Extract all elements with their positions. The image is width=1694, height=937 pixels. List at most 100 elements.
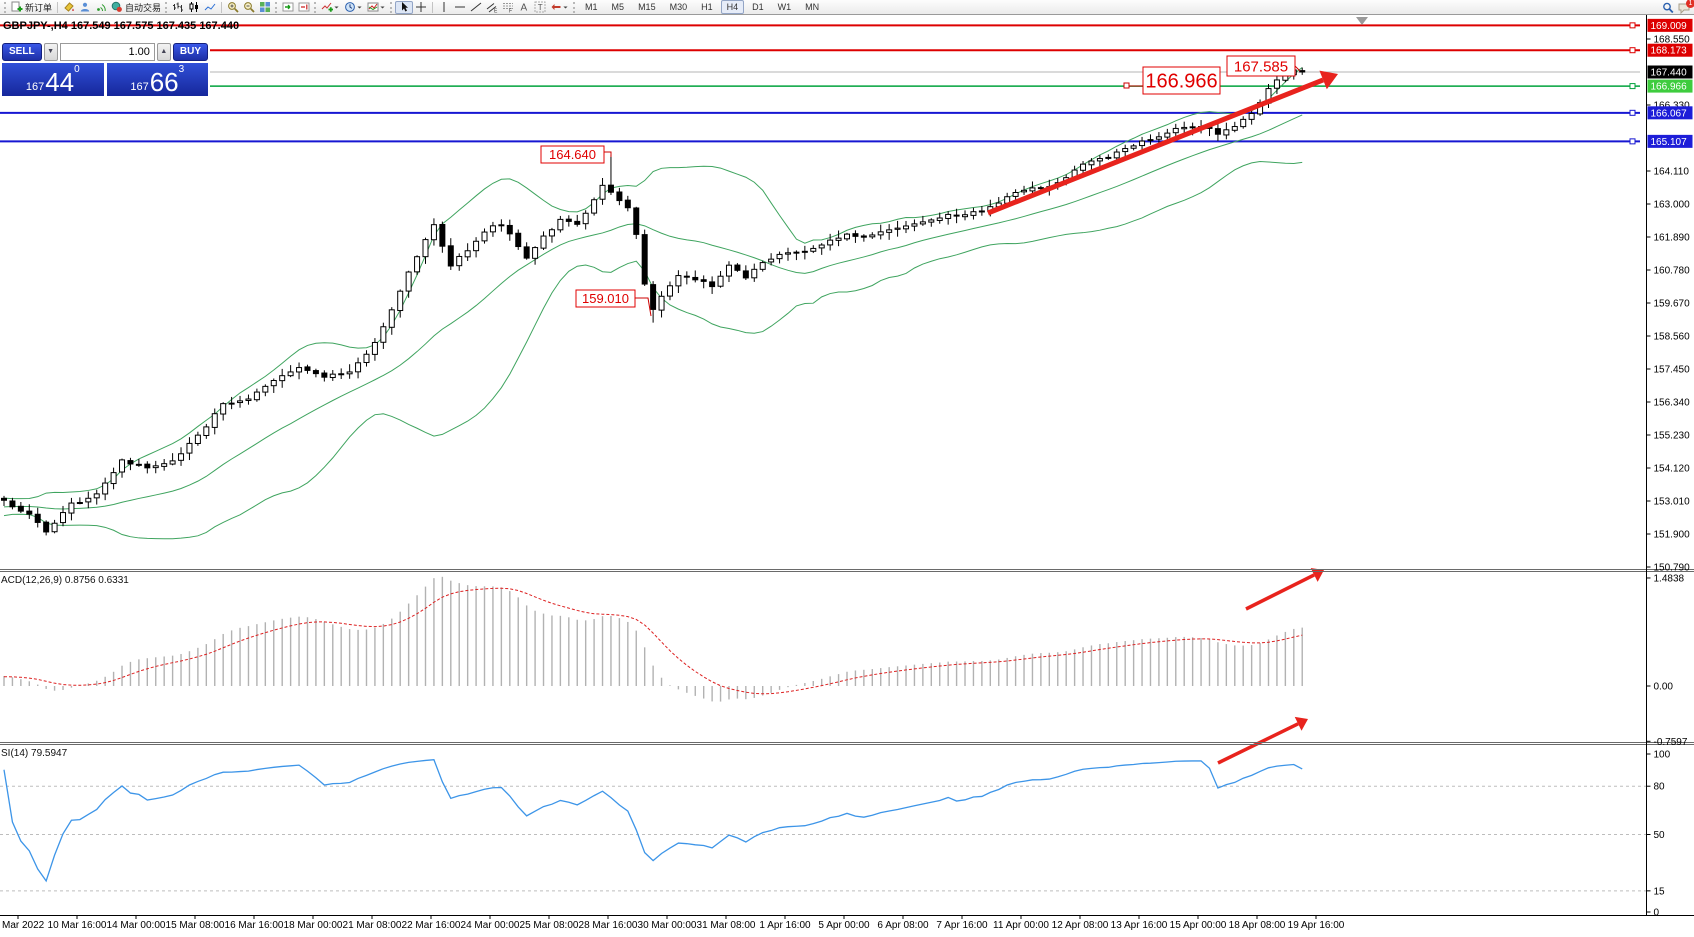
svg-text:15: 15 — [1654, 886, 1666, 897]
svg-text:22 Mar 16:00: 22 Mar 16:00 — [402, 920, 461, 931]
buy-price-box[interactable]: 167 66 3 — [106, 63, 208, 96]
toolbar-drag-handle — [4, 1, 7, 13]
svg-text:167.585: 167.585 — [1234, 58, 1288, 75]
vertical-line-icon[interactable] — [436, 1, 452, 14]
timeframe-h1-button[interactable]: H1 — [701, 2, 713, 12]
crosshair-icon[interactable] — [413, 1, 429, 14]
chart-background[interactable] — [0, 15, 1694, 937]
svg-text:7 Apr 16:00: 7 Apr 16:00 — [936, 920, 988, 931]
tile-windows-icon[interactable] — [257, 1, 273, 14]
sell-button[interactable]: SELL — [2, 43, 42, 61]
bar-chart-icon[interactable] — [170, 1, 186, 14]
profile-icon[interactable] — [77, 1, 93, 14]
timeframe-d1-button[interactable]: D1 — [752, 2, 764, 12]
chart-title: GBPJPY-,H4 167.549 167.575 167.435 167.4… — [3, 20, 240, 32]
fibonacci-icon: F — [503, 3, 514, 13]
timeframe-h4-button[interactable]: H4 — [720, 0, 745, 14]
svg-text:19 Apr 16:00: 19 Apr 16:00 — [1288, 920, 1345, 931]
styler-icon — [64, 2, 74, 12]
toolbar-separator — [221, 1, 223, 13]
templates-icon[interactable] — [365, 1, 388, 14]
timeframe-m30-button[interactable]: M30 — [669, 2, 688, 12]
volume-input[interactable] — [59, 43, 155, 61]
trend-arrow-1[interactable] — [987, 70, 1338, 216]
line-chart-icon[interactable] — [202, 1, 218, 14]
rsi-layer — [0, 759, 1646, 892]
zoom-in-icon[interactable] — [225, 1, 241, 14]
chart-shift-icon[interactable] — [296, 1, 312, 14]
chevron-down-icon[interactable] — [379, 4, 386, 11]
svg-text:21 Mar 08:00: 21 Mar 08:00 — [343, 920, 402, 931]
price-annotation-159.010[interactable]: 159.010 — [575, 289, 652, 317]
text-icon[interactable]: A — [516, 1, 532, 14]
sell-price-box[interactable]: 167 44 0 — [2, 63, 104, 96]
zoom-out-icon — [244, 2, 255, 13]
hline-handle-166.966[interactable] — [1629, 83, 1636, 90]
rsi-label: SI(14) 79.5947 — [1, 748, 68, 759]
volume-increase-button[interactable]: ▲ — [156, 43, 171, 61]
price-annotation-167.585[interactable]: 167.585 — [1226, 55, 1301, 77]
auto-scroll-icon[interactable] — [280, 1, 296, 14]
svg-text:160.780: 160.780 — [1654, 266, 1691, 277]
equidistant-channel-icon[interactable]: E — [484, 1, 500, 14]
horizontal-line-icon[interactable] — [452, 1, 468, 14]
indicators-icon[interactable] — [319, 1, 342, 14]
buy-price-point: 3 — [178, 64, 185, 75]
hline-handle-165.107[interactable] — [1629, 138, 1636, 145]
chevron-down-icon[interactable] — [562, 4, 569, 11]
crosshair-icon — [416, 2, 427, 12]
timeframe-m1-button[interactable]: M1 — [585, 2, 598, 12]
zoom-out-icon[interactable] — [241, 1, 257, 14]
timeframe-w1-button[interactable]: W1 — [777, 2, 792, 12]
svg-text:24 Mar 00:00: 24 Mar 00:00 — [461, 920, 520, 931]
styler-icon[interactable] — [61, 1, 77, 14]
cursor-icon[interactable] — [395, 0, 414, 14]
vertical-line-icon — [443, 2, 445, 12]
timeframe-m15-button[interactable]: M15 — [638, 2, 656, 12]
svg-text:166.330: 166.330 — [1654, 101, 1691, 112]
trendline-icon[interactable] — [468, 1, 484, 14]
autotrading-button[interactable]: 自动交易 — [109, 1, 163, 14]
svg-text:156.340: 156.340 — [1654, 398, 1691, 409]
arrows-icon[interactable] — [548, 1, 571, 14]
trendline-icon — [470, 2, 482, 12]
price-annotation-164.640[interactable]: 164.640 — [540, 145, 612, 164]
price-badge-165.107: 165.107 — [1647, 134, 1693, 148]
price-annotation-166.966[interactable]: 166.966 — [1123, 66, 1221, 95]
signals-icon[interactable] — [93, 1, 109, 14]
candle-chart-icon[interactable] — [186, 1, 202, 14]
hline-handle-169.009[interactable] — [1629, 22, 1636, 29]
timeframe-mn-button[interactable]: MN — [805, 2, 820, 12]
zoom-in-icon — [228, 2, 239, 13]
svg-text:15 Apr 00:00: 15 Apr 00:00 — [1170, 920, 1227, 931]
triangle-up-icon: ▲ — [160, 48, 168, 55]
svg-text:11 Apr 00:00: 11 Apr 00:00 — [993, 920, 1049, 931]
search-icon[interactable] — [1660, 1, 1676, 14]
periods-icon[interactable] — [342, 1, 365, 14]
svg-text:164.640: 164.640 — [549, 147, 596, 162]
fibonacci-icon[interactable]: F — [500, 1, 516, 14]
chevron-down-icon[interactable] — [356, 4, 363, 11]
macd-layer — [3, 576, 1303, 702]
sell-price-pips: 44 — [45, 67, 75, 97]
svg-text:30 Mar 00:00: 30 Mar 00:00 — [638, 920, 697, 931]
hline-handle-168.173[interactable] — [1629, 47, 1636, 54]
candle-chart-icon — [189, 2, 199, 12]
text-label-icon[interactable]: T — [532, 1, 548, 14]
autotrading-icon — [111, 1, 122, 12]
svg-text:166.966: 166.966 — [1651, 82, 1688, 93]
chart-shift-marker[interactable] — [1356, 17, 1368, 25]
svg-text:18 Mar 00:00: 18 Mar 00:00 — [284, 920, 343, 931]
timeframe-m5-button[interactable]: M5 — [611, 2, 625, 12]
time-axis[interactable]: Mar 2022 10 Mar 16:00 14 Mar 00:00 15 Mar 0… — [2, 916, 1345, 931]
hline-handle-166.067[interactable] — [1629, 109, 1636, 116]
volume-decrease-button[interactable]: ▼ — [43, 43, 58, 61]
chat-icon[interactable]: 1 — [1676, 0, 1694, 14]
buy-button[interactable]: BUY — [172, 43, 208, 61]
new-order-button[interactable]: 新订单 — [9, 1, 54, 14]
chevron-down-icon[interactable] — [333, 4, 340, 11]
trend-arrow-3[interactable] — [1217, 716, 1308, 765]
equidistant-channel-icon: E — [486, 3, 498, 13]
toolbar-separator — [57, 1, 59, 13]
